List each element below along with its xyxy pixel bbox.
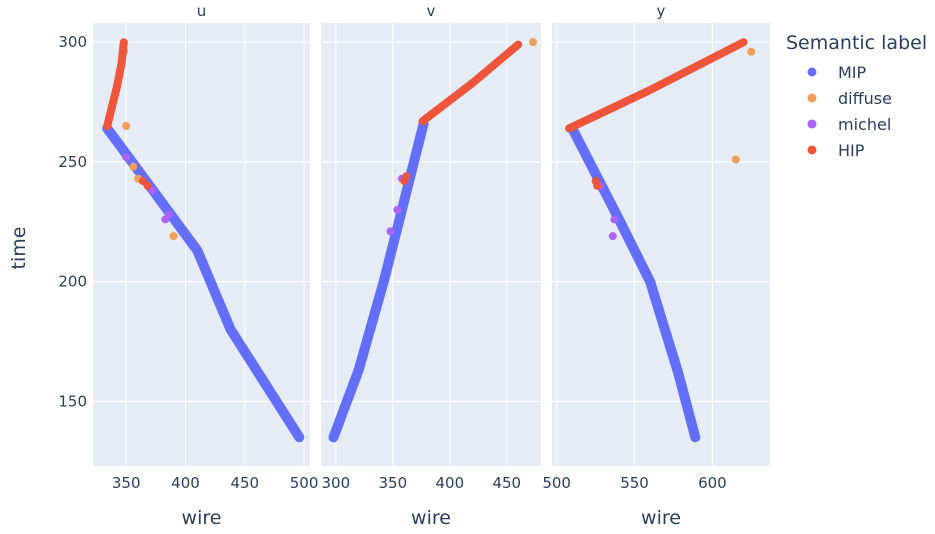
x-tick-label: 450 xyxy=(230,474,259,492)
marks-y xyxy=(565,38,756,443)
point-michel xyxy=(164,210,173,219)
panel-y: 500 550 600 y wire xyxy=(542,2,770,529)
panel-v: 300 350 400 450 v wire xyxy=(321,2,541,529)
legend: Semantic label MIP diffuse michel HIP xyxy=(786,32,927,160)
trace-mip xyxy=(328,118,429,443)
trace-hip xyxy=(565,38,748,133)
point-diffuse xyxy=(169,232,178,241)
point-michel xyxy=(608,232,617,241)
plot-area-v xyxy=(321,23,541,466)
point-diffuse xyxy=(122,121,131,130)
point-diffuse xyxy=(129,162,138,171)
legend-title: Semantic label xyxy=(786,32,927,54)
x-tick-label: 450 xyxy=(492,474,521,492)
x-tick-label: 350 xyxy=(378,474,407,492)
point-diffuse xyxy=(529,38,538,47)
legend-item-diffuse[interactable]: diffuse xyxy=(807,89,892,108)
point-michel xyxy=(386,227,395,236)
chart-panels: 350 400 450 500 u wire 300 350 400 450 v wire 500 550… xyxy=(58,2,770,529)
point-diffuse xyxy=(731,155,740,164)
x-tick-label: 600 xyxy=(698,474,727,492)
x-tick-label: 350 xyxy=(112,474,141,492)
x-tick-label: 500 xyxy=(290,474,319,492)
x-tick-label: 400 xyxy=(171,474,200,492)
y-tick-label: 150 xyxy=(58,392,87,410)
marks-u xyxy=(102,38,305,443)
legend-marker-diffuse xyxy=(807,93,817,103)
point-hip xyxy=(593,181,602,190)
point-diffuse xyxy=(747,47,756,56)
x-axis-title: wire xyxy=(411,507,451,529)
legend-marker-mip xyxy=(807,67,817,77)
legend-item-hip[interactable]: HIP xyxy=(807,141,865,160)
marks-v xyxy=(328,38,538,443)
point-michel xyxy=(610,215,619,224)
trace-hip xyxy=(418,40,523,126)
x-tick-label: 500 xyxy=(542,474,571,492)
y-tick-label: 200 xyxy=(58,273,87,291)
plot-area-y xyxy=(552,23,770,466)
y-axis-title: time xyxy=(8,227,30,270)
x-tick-label: 300 xyxy=(321,474,350,492)
legend-item-mip[interactable]: MIP xyxy=(807,63,867,82)
point-hip xyxy=(400,177,409,186)
x-axis-title: wire xyxy=(641,507,681,529)
panel-title-y: y xyxy=(657,2,666,20)
panel-title-v: v xyxy=(427,2,436,20)
legend-marker-michel xyxy=(807,119,817,129)
point-michel xyxy=(122,153,131,162)
panel-u: 350 400 450 500 u wire xyxy=(93,2,318,529)
x-tick-label: 400 xyxy=(435,474,464,492)
y-tick-label: 300 xyxy=(58,33,87,51)
legend-label-diffuse: diffuse xyxy=(838,89,892,108)
point-michel xyxy=(393,205,402,214)
trace-mip xyxy=(567,123,701,443)
x-axis-title: wire xyxy=(182,507,222,529)
legend-marker-hip xyxy=(807,145,817,155)
legend-label-michel: michel xyxy=(838,115,891,134)
legend-item-michel[interactable]: michel xyxy=(807,115,892,134)
x-tick-label: 550 xyxy=(620,474,649,492)
legend-label-mip: MIP xyxy=(838,63,867,82)
legend-label-hip: HIP xyxy=(838,141,865,160)
panel-title-u: u xyxy=(197,2,207,20)
y-tick-label: 250 xyxy=(58,153,87,171)
trace-hip xyxy=(103,38,128,130)
point-hip xyxy=(143,181,152,190)
